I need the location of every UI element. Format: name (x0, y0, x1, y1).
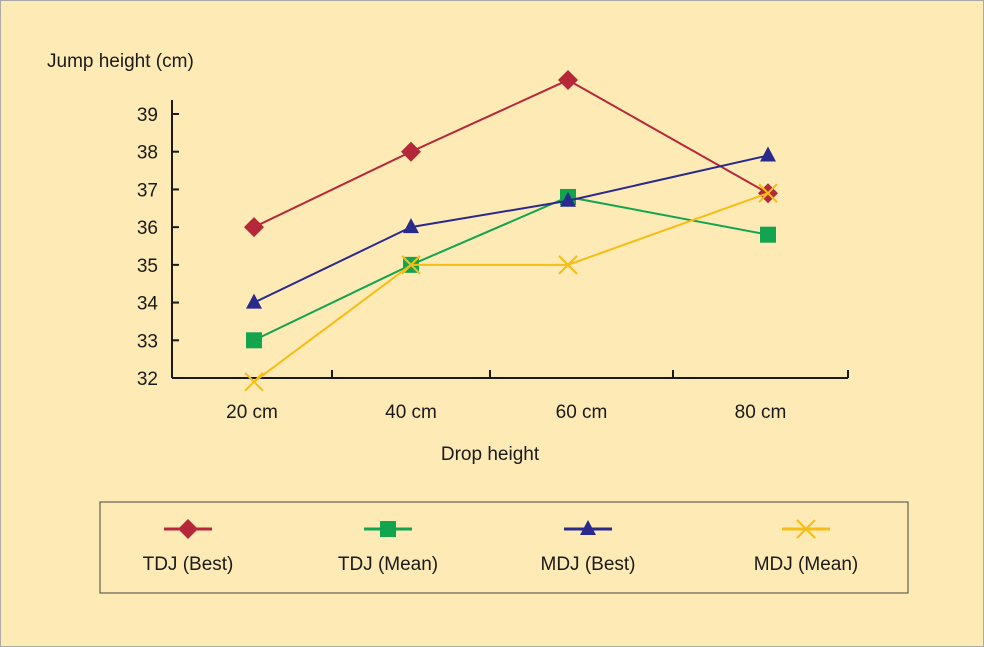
data-point-marker (558, 255, 578, 275)
legend-label: TDJ (Mean) (338, 554, 438, 575)
y-tick-label: 34 (137, 294, 159, 315)
data-point-marker (560, 191, 576, 207)
y-tick-label: 37 (137, 180, 158, 201)
data-point-marker (760, 226, 776, 243)
axes (171, 100, 849, 379)
series-3 (244, 183, 778, 392)
y-tick-label: 38 (137, 143, 158, 164)
y-tick-label: 32 (137, 369, 158, 390)
data-point-marker (401, 255, 421, 275)
y-tick-label: 35 (137, 256, 158, 277)
legend-marker (178, 519, 198, 539)
x-tick-label: 60 cm (556, 402, 608, 423)
legend-marker (796, 519, 816, 539)
series-line (253, 154, 769, 304)
legend-marker (580, 520, 596, 535)
series-line (253, 195, 769, 342)
data-point-marker (558, 70, 578, 91)
y-axis-label: Jump height (cm) (47, 51, 194, 72)
y-tick-label: 39 (137, 105, 158, 126)
data-point-marker (244, 372, 264, 392)
legend-marker (380, 521, 396, 537)
x-tick-label: 40 cm (385, 402, 437, 423)
y-tick-label: 33 (137, 331, 158, 352)
legend-item: TDJ (Best) (143, 519, 234, 575)
series-line (253, 78, 769, 229)
series-layer (244, 70, 778, 392)
data-point-marker (758, 183, 778, 203)
x-axis-label: Drop height (441, 444, 540, 465)
y-tick-labels: 32 33 34 35 36 37 38 39 (137, 105, 159, 390)
x-tick-labels: 20 cm 40 cm 60 cm 80 cm (226, 402, 786, 423)
legend-label: MDJ (Best) (541, 554, 636, 575)
legend-item: TDJ (Mean) (338, 521, 438, 575)
data-point-marker (760, 146, 776, 162)
series-line (253, 192, 769, 383)
legend-item: MDJ (Best) (541, 520, 636, 575)
legend-label: TDJ (Best) (143, 554, 234, 575)
legend: TDJ (Best) TDJ (Mean) MDJ (Best) MDJ (Mean) (99, 501, 909, 594)
data-point-marker (403, 218, 419, 234)
data-point-marker (246, 293, 262, 309)
series-2 (246, 146, 776, 309)
x-tick-label: 20 cm (226, 402, 278, 423)
legend-box (99, 501, 909, 594)
y-tick-label: 36 (137, 218, 158, 239)
data-point-marker (244, 217, 264, 238)
legend-label: MDJ (Mean) (754, 554, 859, 575)
series-0 (244, 70, 778, 238)
data-point-marker (401, 141, 421, 162)
legend-item: MDJ (Mean) (754, 519, 859, 575)
x-tick-label: 80 cm (735, 402, 787, 423)
data-point-marker (246, 332, 262, 349)
